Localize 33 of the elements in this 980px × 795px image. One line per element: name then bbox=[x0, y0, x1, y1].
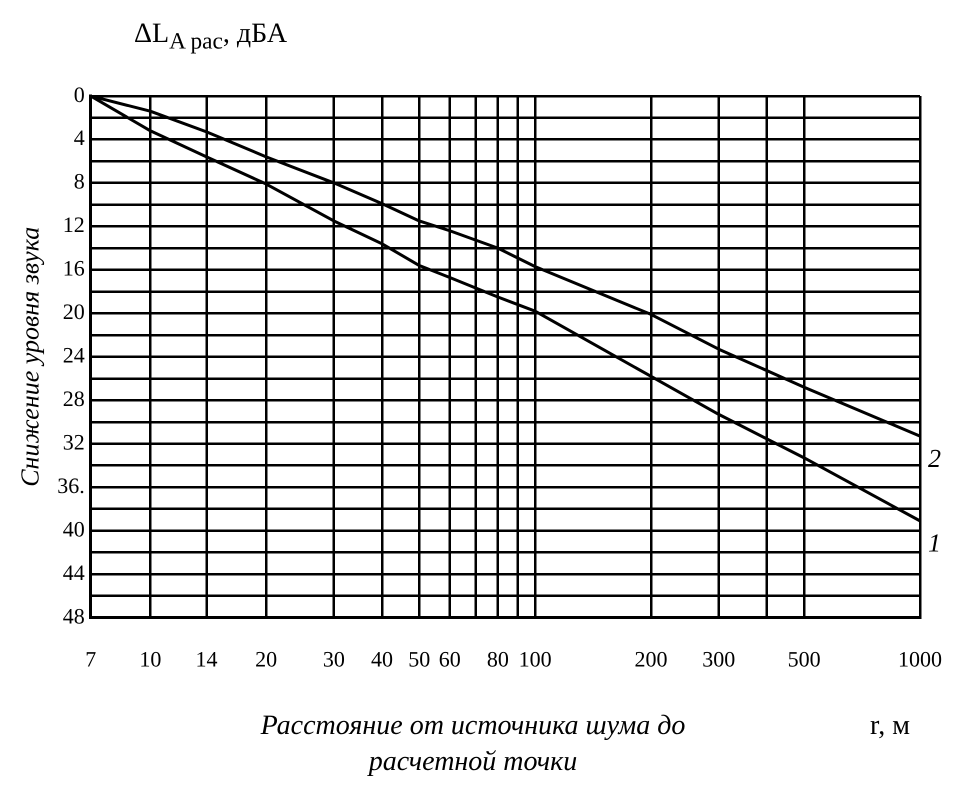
y-tick-label: 16 bbox=[62, 256, 85, 281]
y-tick-label: 48 bbox=[62, 603, 85, 628]
y-tick-label: 4 bbox=[74, 125, 85, 150]
x-tick-label: 100 bbox=[518, 646, 552, 672]
x-tick-label: 300 bbox=[702, 646, 736, 672]
x-tick-label: 10 bbox=[139, 646, 162, 672]
x-axis-title: Расстояние от источника шума до расчетной точки bbox=[260, 709, 686, 779]
series-label: 2 bbox=[928, 444, 941, 473]
x-tick-label: 80 bbox=[486, 646, 509, 672]
y-tick-label: 24 bbox=[62, 342, 85, 368]
x-tick-label: 7 bbox=[85, 646, 96, 672]
y-tick-label: 40 bbox=[62, 516, 85, 542]
y-tick-label: 20 bbox=[62, 299, 85, 324]
x-tick-label: 40 bbox=[371, 646, 394, 672]
y-tick-label: 36. bbox=[57, 472, 85, 498]
x-tick-label: 200 bbox=[634, 646, 668, 672]
y-tick-label: 44 bbox=[62, 560, 85, 585]
y-tick-label: 0 bbox=[74, 82, 85, 107]
x-tick-label: 500 bbox=[788, 646, 821, 672]
x-tick-label: 50 bbox=[408, 646, 430, 672]
y-axis-title: Снижение уровня звука bbox=[15, 226, 44, 487]
x-tick-label: 1000 bbox=[898, 646, 942, 672]
y-tick-label: 8 bbox=[74, 168, 85, 194]
y-tick-label: 28 bbox=[62, 386, 85, 412]
y-tick-label: 32 bbox=[62, 430, 85, 455]
text: ΔL$_{A рас}$, дБА bbox=[134, 18, 288, 56]
y-tick-label: 12 bbox=[62, 212, 85, 238]
text: r, м bbox=[870, 710, 910, 742]
x-tick-label: 14 bbox=[196, 646, 218, 672]
x-tick-label: 20 bbox=[255, 646, 278, 672]
x-tick-label: 60 bbox=[438, 646, 461, 672]
series-label: 1 bbox=[928, 528, 941, 558]
x-tick-label: 30 bbox=[322, 646, 345, 672]
